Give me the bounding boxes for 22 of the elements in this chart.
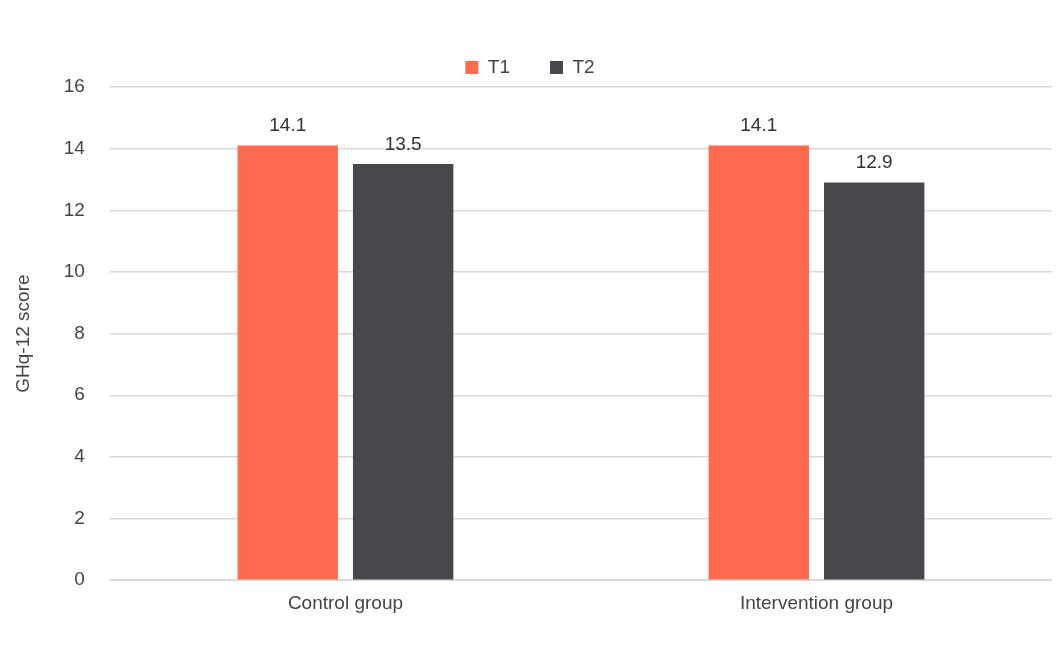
data-label: 12.9 (855, 151, 893, 173)
y-tick-label: 8 (74, 321, 85, 343)
y-tick-label: 0 (74, 568, 85, 590)
y-tick-label: 6 (74, 383, 85, 405)
data-label: 14.1 (740, 114, 778, 136)
bar (708, 145, 809, 580)
y-tick-label: 4 (74, 445, 86, 467)
y-tick-label: 12 (63, 198, 85, 220)
bar (352, 164, 454, 580)
data-label: 14.1 (269, 114, 307, 136)
y-axis-title: GHq-12 score (11, 274, 33, 393)
y-tick-label: 2 (74, 506, 85, 528)
x-tick-label: Intervention group (739, 591, 894, 613)
bar (823, 182, 925, 580)
y-tick-label: 16 (63, 75, 85, 97)
x-tick-label: Control group (287, 591, 404, 613)
legend-label: T2 (572, 55, 595, 77)
y-tick-label: 10 (63, 260, 85, 282)
bar (237, 145, 338, 580)
data-label: 13.5 (384, 132, 422, 154)
y-tick-label: 14 (63, 136, 86, 158)
legend-label: T1 (487, 55, 511, 77)
